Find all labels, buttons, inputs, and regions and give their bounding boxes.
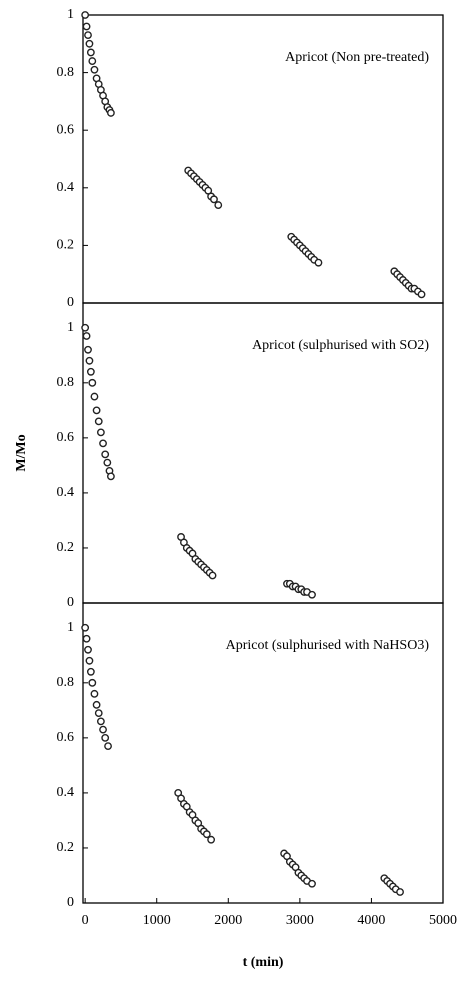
annotation: Apricot (sulphurised with NaHSO3): [226, 638, 430, 653]
data-point: [82, 332, 91, 340]
y-tick-label: 0.4: [57, 180, 75, 195]
data-point: [210, 195, 218, 204]
y-tick-label: 0: [67, 595, 74, 610]
data-point: [208, 571, 217, 580]
data-point: [96, 717, 105, 726]
y-axis-label: M/Mo: [14, 434, 29, 471]
data-point: [308, 879, 316, 888]
x-tick-label: 5000: [429, 913, 457, 928]
y-tick-label: 0: [67, 895, 74, 910]
data-point: [99, 439, 107, 448]
y-tick-label: 1: [67, 620, 74, 635]
data-point: [86, 367, 95, 376]
x-tick-label: 1000: [143, 913, 171, 928]
x-tick-label: 4000: [357, 913, 385, 928]
data-point: [92, 406, 101, 415]
data-point: [396, 888, 404, 896]
data-point: [84, 645, 92, 654]
data-point: [96, 428, 105, 437]
data-point: [207, 835, 216, 844]
data-point: [103, 458, 112, 467]
plot-frame: [82, 602, 444, 904]
y-tick-label: 1: [67, 320, 74, 335]
x-axis-label: t (min): [243, 955, 284, 970]
data-point: [88, 57, 97, 65]
data-point: [99, 725, 107, 734]
data-point: [81, 11, 90, 19]
data-point: [85, 656, 94, 665]
y-tick-label: 0.8: [57, 675, 75, 690]
data-point: [88, 378, 97, 387]
data-point: [104, 742, 112, 751]
data-point: [90, 392, 99, 401]
data-point: [101, 733, 110, 742]
data-point: [94, 709, 103, 717]
y-tick-label: 0.4: [57, 785, 75, 800]
x-tick-label: 0: [82, 913, 89, 928]
data-point: [94, 417, 103, 426]
data-point: [81, 323, 90, 332]
data-point: [85, 356, 94, 365]
data-point: [84, 345, 92, 354]
data-point: [417, 290, 426, 299]
y-tick-label: 0.6: [57, 430, 75, 445]
annotation: Apricot (Non pre-treated): [285, 50, 429, 65]
data-point: [88, 678, 97, 687]
data-point: [82, 22, 91, 31]
data-point: [107, 472, 115, 481]
data-point: [86, 667, 95, 676]
data-point: [90, 689, 99, 698]
data-point: [314, 258, 323, 267]
y-tick-label: 0.8: [57, 65, 75, 80]
data-point: [85, 39, 94, 48]
data-point: [86, 48, 95, 57]
data-point: [90, 65, 99, 74]
y-tick-label: 0.2: [57, 238, 75, 253]
y-tick-label: 0.4: [57, 485, 75, 500]
y-tick-label: 1: [67, 7, 74, 22]
data-point: [214, 201, 223, 209]
data-point: [308, 590, 316, 599]
y-tick-label: 0.6: [57, 730, 75, 745]
x-tick-label: 2000: [214, 913, 242, 928]
y-tick-label: 0.6: [57, 122, 75, 137]
y-tick-label: 0: [67, 295, 74, 310]
annotation: Apricot (sulphurised with SO2): [252, 338, 429, 353]
x-tick-label: 3000: [286, 913, 314, 928]
y-tick-label: 0.2: [57, 540, 75, 555]
y-tick-label: 0.8: [57, 375, 75, 390]
data-point: [92, 700, 101, 709]
data-point: [107, 109, 115, 117]
data-point: [81, 623, 90, 632]
data-point: [202, 830, 211, 839]
y-tick-label: 0.2: [57, 840, 75, 855]
data-point: [84, 31, 92, 40]
data-point: [82, 634, 91, 643]
data-point: [101, 450, 110, 459]
